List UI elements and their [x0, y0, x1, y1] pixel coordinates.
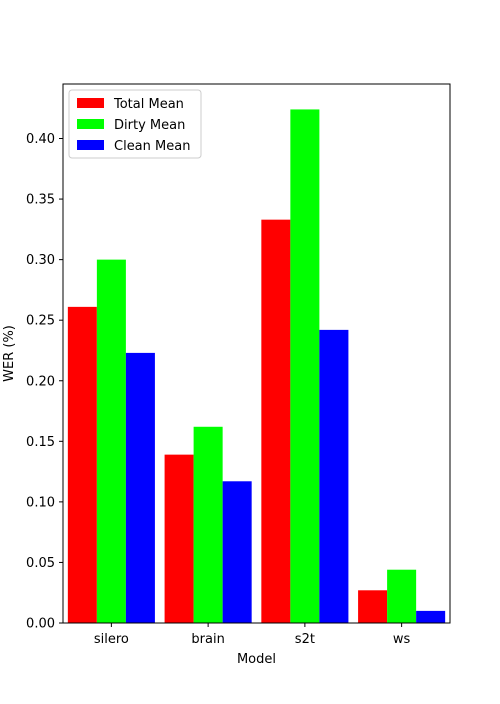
bar-brain-clean-mean — [222, 481, 252, 623]
y-tick-label: 0.40 — [26, 132, 55, 147]
x-tick-label: silero — [94, 632, 129, 647]
x-tick-label: ws — [393, 632, 411, 647]
bar-s2t-clean-mean — [319, 329, 349, 623]
y-tick-label: 0.05 — [26, 556, 55, 571]
bar-silero-dirty-mean — [96, 259, 126, 623]
y-axis: 0.00 0.05 0.10 0.15 0.20 0.25 0.30 0.35 0.40 — [26, 132, 63, 632]
y-tick-label: 0.30 — [26, 253, 55, 268]
bar-brain-total-mean — [164, 454, 194, 623]
bar-silero-total-mean — [67, 306, 97, 623]
bar-ws-total-mean — [358, 590, 388, 623]
bar-s2t-total-mean — [261, 219, 291, 623]
legend-swatch — [77, 119, 104, 129]
y-tick-label: 0.35 — [26, 193, 55, 208]
x-tick-label: s2t — [295, 632, 315, 647]
legend-label: Total Mean — [113, 97, 184, 112]
bar-silero-clean-mean — [125, 352, 155, 623]
x-tick-label: brain — [191, 632, 224, 647]
bar-s2t-dirty-mean — [290, 109, 320, 623]
legend: Total Mean Dirty Mean Clean Mean — [68, 89, 202, 159]
bar-ws-clean-mean — [416, 610, 446, 623]
y-tick-label: 0.00 — [26, 617, 55, 632]
x-axis: silero brain s2t ws — [94, 623, 411, 647]
legend-label: Clean Mean — [114, 139, 190, 154]
y-axis-label: WER (%) — [2, 325, 17, 382]
legend-swatch — [77, 140, 104, 150]
plot-frame — [62, 83, 451, 624]
bars-layer — [67, 109, 446, 623]
y-tick-label: 0.25 — [26, 314, 55, 329]
x-axis-label: Model — [237, 652, 276, 667]
legend-label: Dirty Mean — [114, 118, 185, 133]
bar-ws-dirty-mean — [387, 569, 417, 623]
y-tick-label: 0.10 — [26, 495, 55, 510]
legend-swatch — [77, 98, 104, 108]
bar-brain-dirty-mean — [193, 426, 223, 623]
y-tick-label: 0.20 — [26, 374, 55, 389]
y-tick-label: 0.15 — [26, 435, 55, 450]
